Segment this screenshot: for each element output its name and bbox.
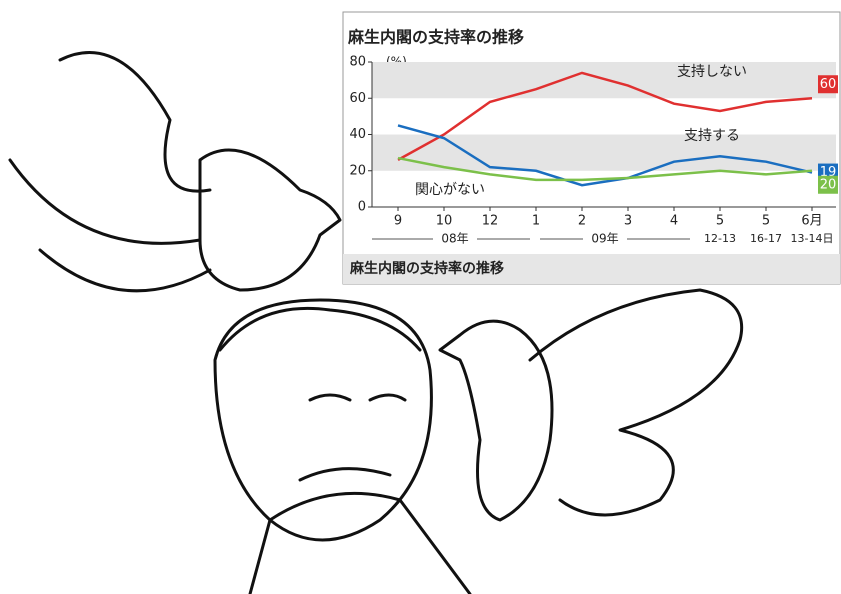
x-tick-label: 6月: [801, 214, 822, 229]
x-tick-label: 10: [436, 214, 453, 229]
x-tick-label: 5: [762, 214, 770, 229]
chart-title: 麻生内閣の支持率の推移: [347, 28, 524, 47]
bird-left-wing: [10, 53, 210, 291]
x-sublabel: 13-14日: [791, 232, 834, 245]
y-tick-label: 20: [349, 163, 366, 178]
bird-left: [200, 150, 340, 290]
year-label: 08年: [441, 232, 468, 246]
man-head: [215, 300, 431, 540]
man-face: [300, 395, 405, 480]
x-tick-label: 5: [716, 214, 724, 229]
year-label: 09年: [591, 232, 618, 246]
x-tick-label: 1: [532, 214, 540, 229]
series-label: 関心がない: [415, 182, 485, 198]
x-tick-label: 9: [394, 214, 402, 229]
x-tick-label: 12: [482, 214, 499, 229]
y-tick-label: 0: [358, 200, 366, 215]
page: {"chart_data": {"type": "line", "title":…: [0, 0, 841, 594]
end-label: 60: [820, 77, 837, 92]
y-tick-label: 40: [349, 127, 366, 142]
series-label: 支持する: [684, 128, 740, 144]
series-label: 支持しない: [677, 64, 747, 80]
y-tick-label: 80: [349, 55, 366, 70]
x-sublabel: 12-13: [704, 232, 736, 245]
end-label: 20: [820, 177, 837, 192]
bird-right: [440, 321, 552, 520]
x-sublabel: 16-17: [750, 232, 782, 245]
chart-caption: 麻生内閣の支持率の推移: [349, 260, 504, 277]
x-tick-label: 3: [624, 214, 632, 229]
x-tick-label: 2: [578, 214, 586, 229]
y-tick-label: 60: [349, 91, 366, 106]
man-body: [250, 493, 470, 594]
x-tick-label: 4: [670, 214, 678, 229]
grid-band: [372, 135, 836, 171]
scene: 麻生内閣の支持率の推移 麻生内閣の支持率の推移 (%) 020406080910…: [0, 0, 841, 594]
bird-right-wing: [530, 290, 742, 515]
